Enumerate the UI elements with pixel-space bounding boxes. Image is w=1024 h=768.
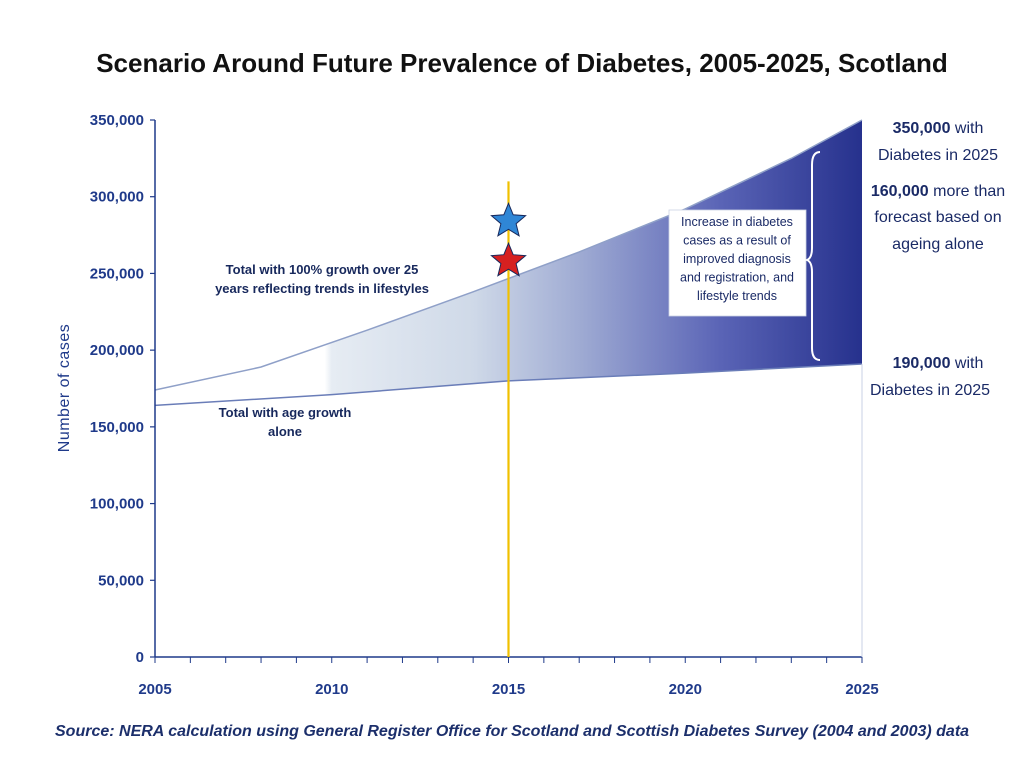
lower-series-label: Total with age growth: [219, 405, 352, 420]
x-tick-label: 2015: [492, 681, 525, 698]
annotation-box-text: and registration, and: [680, 271, 794, 285]
source-note: Source: NERA calculation using General R…: [55, 723, 970, 740]
side-note-age-only: 190,000 with: [893, 355, 984, 372]
y-tick-label: 150,000: [90, 419, 144, 436]
side-note-2025-total: Diabetes in 2025: [878, 147, 998, 164]
series-line-lifestyle-growth: [154, 119, 863, 391]
side-note-2025-total: 350,000 with: [893, 120, 984, 137]
y-tick-label: 300,000: [90, 189, 144, 206]
side-note-difference: ageing alone: [892, 236, 984, 253]
y-tick-label: 100,000: [90, 496, 144, 513]
growth-gap-area: [155, 120, 862, 406]
star-marker-blue: [490, 201, 527, 237]
y-tick-label: 0: [136, 649, 144, 666]
bracket-brace: [804, 151, 821, 361]
y-tick-label: 200,000: [90, 342, 144, 359]
annotation-box-text: lifestyle trends: [697, 289, 777, 303]
lower-series-label: alone: [268, 424, 302, 439]
y-tick-label: 250,000: [90, 265, 144, 282]
upper-series-label: years reflecting trends in lifestyles: [215, 281, 429, 296]
y-axis-label: Number of cases: [56, 324, 73, 452]
side-note-age-only: Diabetes in 2025: [870, 382, 990, 399]
x-tick-label: 2020: [669, 681, 702, 698]
x-tick-label: 2025: [845, 681, 878, 698]
y-tick-label: 350,000: [90, 112, 144, 129]
upper-series-label: Total with 100% growth over 25: [226, 262, 419, 277]
x-tick-label: 2010: [315, 681, 348, 698]
y-tick-label: 50,000: [98, 572, 144, 589]
annotation-box-text: improved diagnosis: [683, 252, 791, 266]
annotation-box: [668, 209, 807, 317]
side-note-difference: 160,000 more than: [871, 183, 1005, 200]
side-note-difference: forecast based on: [874, 209, 1001, 226]
annotation-box-text: Increase in diabetes: [681, 215, 793, 229]
x-tick-label: 2005: [138, 681, 171, 698]
annotation-box-text: cases as a result of: [683, 234, 791, 248]
chart-title: Scenario Around Future Prevalence of Dia…: [96, 48, 948, 78]
star-marker-red: [490, 241, 527, 277]
